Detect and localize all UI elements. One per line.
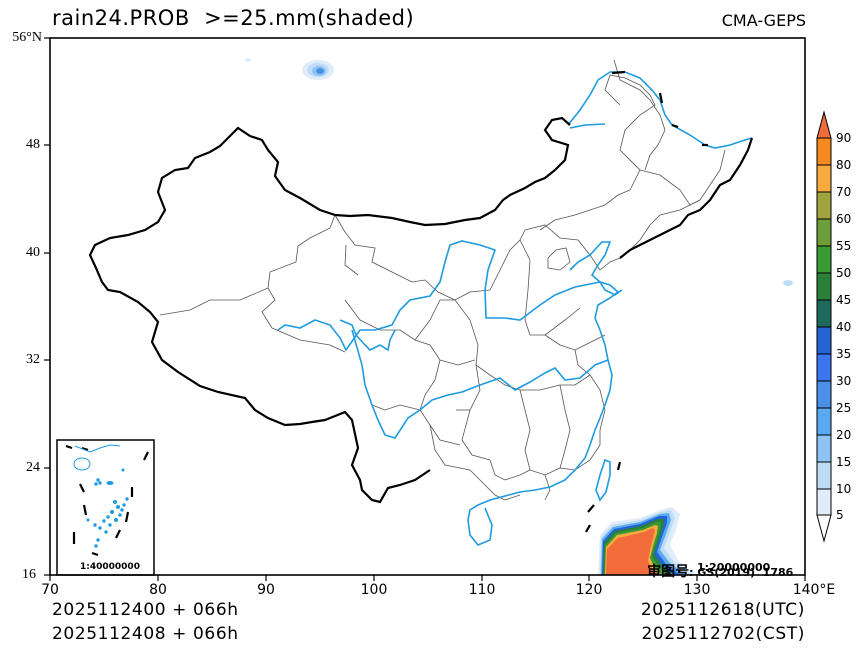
colorbar-label-35: 35 (836, 347, 852, 361)
y-tick-32: 32 (26, 352, 40, 367)
y-tick-24: 24 (26, 460, 40, 475)
x-tick-130: 130 (683, 582, 711, 598)
x-tick-70: 70 (41, 582, 59, 598)
valid-time-utc: 2025112618(UTC) (640, 600, 805, 620)
review-code: : GS(2019) 1786 (689, 566, 794, 579)
colorbar-label-10: 10 (836, 482, 852, 496)
x-tick-100: 100 (360, 582, 388, 598)
national-border (88, 70, 754, 504)
init-time-utc: 2025112400 + 066h (52, 600, 239, 620)
colorbar-label-50: 50 (836, 266, 852, 280)
x-tick-90: 90 (257, 582, 275, 598)
chart-title: rain24.PROB >=25.mm(shaded) (52, 6, 415, 30)
colorbar-label-80: 80 (836, 158, 852, 172)
map-scale: 1:20000000 (697, 561, 771, 574)
colorbar-label-20: 20 (836, 428, 852, 442)
colorbar-label-15: 15 (836, 455, 852, 469)
colorbar (816, 110, 832, 543)
colorbar-label-55: 55 (836, 239, 852, 253)
model-name: CMA-GEPS (721, 11, 806, 30)
colorbar-label-30: 30 (836, 374, 852, 388)
x-tick-110: 110 (468, 582, 496, 598)
colorbar-label-90: 90 (836, 131, 852, 145)
colorbar-label-5: 5 (836, 508, 844, 522)
init-time-cst: 2025112408 + 066h (52, 624, 239, 644)
colorbar-label-25: 25 (836, 401, 852, 415)
x-tick-140: 140°E (792, 582, 836, 598)
colorbar-label-40: 40 (836, 320, 852, 334)
probability-shading (245, 58, 793, 575)
review-label: 审图号 (647, 564, 690, 580)
province-boundaries (159, 59, 726, 501)
boundary-dashes (585, 461, 622, 533)
inset-scale: 1:40000000 (80, 562, 140, 572)
y-tick-16: 16 (22, 567, 36, 582)
review-number: 审图号: GS(2019) 1786 (637, 542, 793, 581)
y-tick-40: 40 (26, 245, 40, 260)
x-tick-80: 80 (149, 582, 167, 598)
y-tick-48: 48 (26, 137, 40, 152)
rivers-coastline (277, 71, 753, 546)
colorbar-label-60: 60 (836, 212, 852, 226)
y-axis-ticks (44, 37, 50, 576)
colorbar-label-45: 45 (836, 293, 852, 307)
x-axis-ticks (49, 575, 806, 581)
y-tick-56: 56°N (12, 30, 42, 45)
x-tick-120: 120 (575, 582, 603, 598)
plot-frame (49, 37, 806, 576)
valid-time-cst: 2025112702(CST) (641, 624, 805, 644)
colorbar-label-70: 70 (836, 185, 852, 199)
inset-south-china-sea (56, 439, 155, 576)
